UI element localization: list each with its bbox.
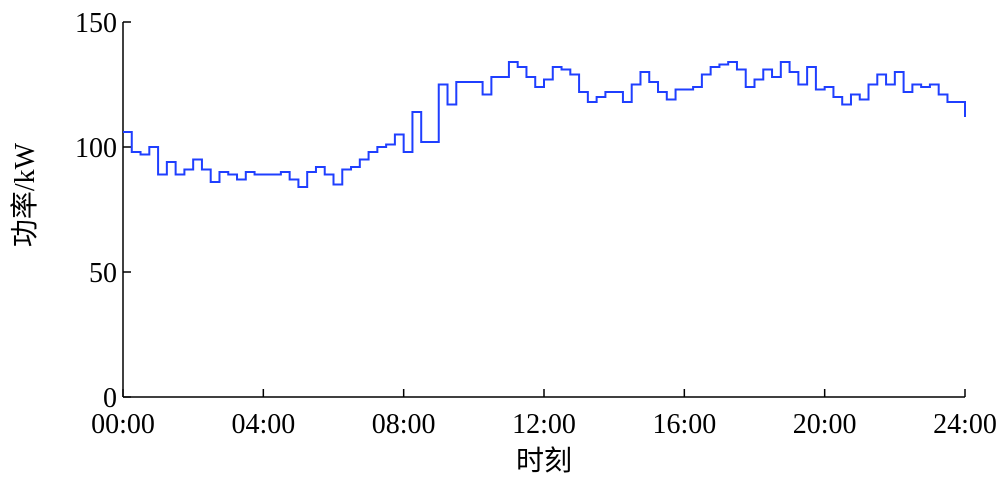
y-tick-label: 0	[103, 383, 117, 414]
x-tick-label: 20:00	[793, 409, 857, 440]
y-tick-label: 150	[75, 8, 117, 39]
x-tick-label: 00:00	[91, 409, 155, 440]
x-tick-label: 04:00	[231, 409, 295, 440]
x-tick-label: 08:00	[372, 409, 436, 440]
y-axis-label: 功率/kW	[9, 142, 41, 247]
x-tick-label: 24:00	[933, 409, 997, 440]
y-tick-label: 50	[89, 258, 117, 289]
x-tick-label: 16:00	[652, 409, 716, 440]
x-axis-label: 时刻	[516, 445, 572, 477]
y-tick-label: 100	[75, 133, 117, 164]
power-line	[123, 61, 966, 188]
x-tick-label: 12:00	[512, 409, 576, 440]
